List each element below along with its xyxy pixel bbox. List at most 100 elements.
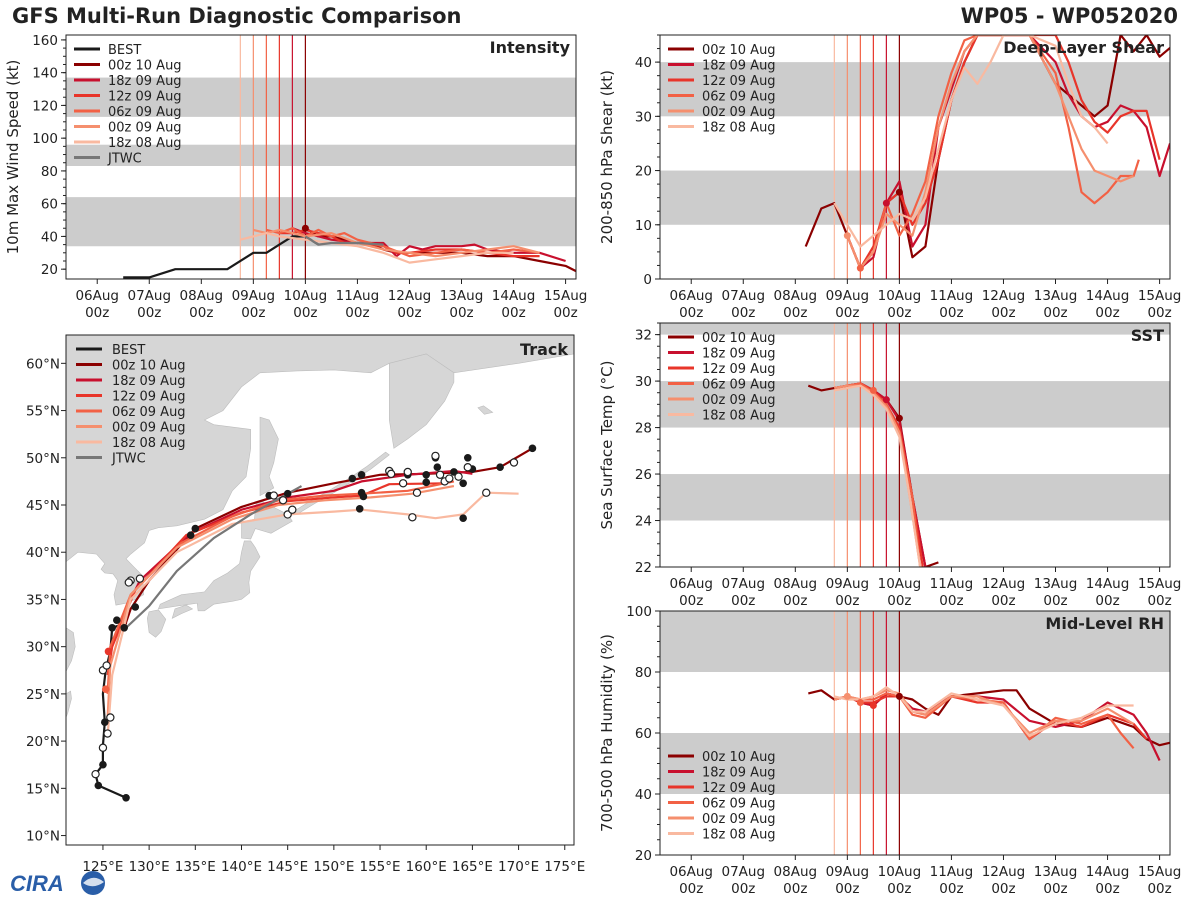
- track-point-hollow: [102, 661, 111, 670]
- x-tick-day: 15Aug: [1138, 576, 1182, 592]
- data-point: [882, 396, 890, 404]
- x-tick-hour: 00z: [835, 593, 859, 609]
- lat-tick-label: 60°N: [26, 356, 60, 372]
- x-tick-day: 10Aug: [878, 576, 922, 592]
- track-point-hollow: [509, 458, 519, 467]
- x-tick-hour: 00z: [1043, 305, 1067, 321]
- track-point-filled: [113, 616, 121, 625]
- track-point-filled: [459, 479, 467, 488]
- legend-label: 00z 09 Aug: [702, 393, 776, 408]
- track-point-hollow: [269, 491, 279, 500]
- x-tick-day: 11Aug: [930, 288, 974, 304]
- panel-track: 10°N 15°N 20°N 25°N 30°N 35°N 40°N 45°N 50°N 55°N…: [26, 334, 585, 875]
- panel-intensity: 2040608010012014016006Aug00z07Aug00z08Au…: [4, 33, 587, 321]
- track-point-hollow: [435, 470, 445, 479]
- legend-label: 12z 09 Aug: [108, 90, 182, 105]
- x-tick-hour: 00z: [1147, 593, 1171, 609]
- legend-label: 18z 09 Aug: [702, 766, 776, 781]
- x-tick-hour: 00z: [783, 593, 807, 609]
- plot-area: [660, 611, 1170, 855]
- x-tick-day: 12Aug: [982, 864, 1026, 880]
- track-point-filled: [186, 531, 195, 540]
- track-point-filled: [528, 444, 537, 453]
- legend-label: 18z 08 Aug: [702, 409, 776, 424]
- data-point: [856, 699, 864, 706]
- track-point-hollow: [403, 467, 412, 477]
- x-tick-hour: 00z: [1095, 881, 1119, 897]
- legend-label: 18z 08 Aug: [702, 828, 776, 843]
- series-line: [253, 228, 540, 258]
- land-honshu: [157, 540, 261, 612]
- storm-id: WP05 - WP052020: [960, 4, 1178, 28]
- legend-label: 00z 10 Aug: [108, 59, 182, 74]
- land-china-coast-south: [66, 627, 76, 693]
- plot-area: [660, 323, 1170, 567]
- track-point-filled: [191, 524, 200, 533]
- land-shikoku: [171, 604, 194, 619]
- x-tick-day: 08Aug: [774, 576, 818, 592]
- land-sakhalin: [259, 416, 279, 497]
- y-tick-label: 160: [32, 33, 58, 49]
- x-tick-hour: 00z: [887, 593, 911, 609]
- x-tick-hour: 00z: [939, 593, 963, 609]
- legend-label: 12z 09 Aug: [112, 390, 186, 405]
- x-tick-day: 09Aug: [826, 864, 870, 880]
- cira-logo-text: CIRA: [10, 871, 64, 896]
- x-tick-day: 07Aug: [721, 288, 765, 304]
- x-tick-hour: 00z: [679, 593, 703, 609]
- track-point-filled: [122, 793, 130, 802]
- x-tick-hour: 00z: [731, 881, 755, 897]
- x-tick-day: 06Aug: [669, 576, 713, 592]
- track-point-filled: [422, 478, 431, 487]
- x-tick-hour: 00z: [1095, 305, 1119, 321]
- plot-area: [66, 35, 576, 279]
- track-point-filled: [422, 470, 431, 479]
- track-point-filled: [100, 718, 109, 727]
- x-tick-day: 08Aug: [774, 864, 818, 880]
- y-tick-label: 26: [635, 467, 652, 483]
- data-point: [869, 386, 877, 394]
- track-point-hollow: [288, 505, 297, 514]
- y-tick-label: 40: [635, 787, 652, 803]
- data-point: [895, 692, 903, 700]
- figure-title: GFS Multi-Run Diagnostic Comparison: [12, 4, 462, 28]
- y-tick-label: 24: [635, 514, 652, 530]
- track-point-filled: [120, 623, 128, 632]
- x-tick-hour: 00z: [939, 881, 963, 897]
- track-point-hollow: [454, 472, 463, 481]
- legend-label: 18z 09 Aug: [112, 374, 186, 389]
- legend-label: 00z 09 Aug: [702, 105, 776, 120]
- lat-tick-label: 25°N: [26, 687, 60, 703]
- x-tick-hour: 00z: [939, 305, 963, 321]
- lat-tick-label: 20°N: [26, 734, 60, 750]
- plot-frame: [659, 322, 1171, 568]
- series-line: [846, 35, 1170, 270]
- track-point-hollow: [135, 574, 145, 583]
- y-tick-label: 100: [626, 604, 652, 620]
- x-tick-day: 14Aug: [1086, 576, 1130, 592]
- x-tick-day: 13Aug: [1034, 576, 1078, 592]
- panel-title: SST: [1131, 326, 1164, 345]
- x-tick-day: 08Aug: [774, 288, 818, 304]
- x-tick-hour: 00z: [991, 305, 1015, 321]
- data-point: [869, 702, 877, 710]
- data-point: [843, 692, 851, 700]
- lat-tick-label: 55°N: [26, 404, 60, 420]
- legend-label: 18z 08 Aug: [702, 121, 776, 136]
- track-point-filled: [104, 647, 113, 656]
- legend-label: 12z 09 Aug: [702, 74, 776, 89]
- y-tick-label: 32: [635, 328, 652, 344]
- legend-label: 00z 10 Aug: [702, 43, 776, 58]
- y-tick-label: 40: [635, 55, 652, 71]
- land-taiwan: [66, 690, 72, 718]
- x-tick-day: 12Aug: [982, 288, 1026, 304]
- x-tick-day: 12Aug: [388, 288, 432, 304]
- x-tick-day: 11Aug: [930, 576, 974, 592]
- x-tick-hour: 00z: [189, 305, 213, 321]
- y-tick-label: 10: [635, 218, 652, 234]
- x-tick-day: 14Aug: [492, 288, 536, 304]
- track-point-hollow: [445, 474, 454, 483]
- x-tick-day: 10Aug: [284, 288, 328, 304]
- legend-label: 06z 09 Aug: [702, 797, 776, 812]
- y-tick-label: 28: [635, 421, 652, 437]
